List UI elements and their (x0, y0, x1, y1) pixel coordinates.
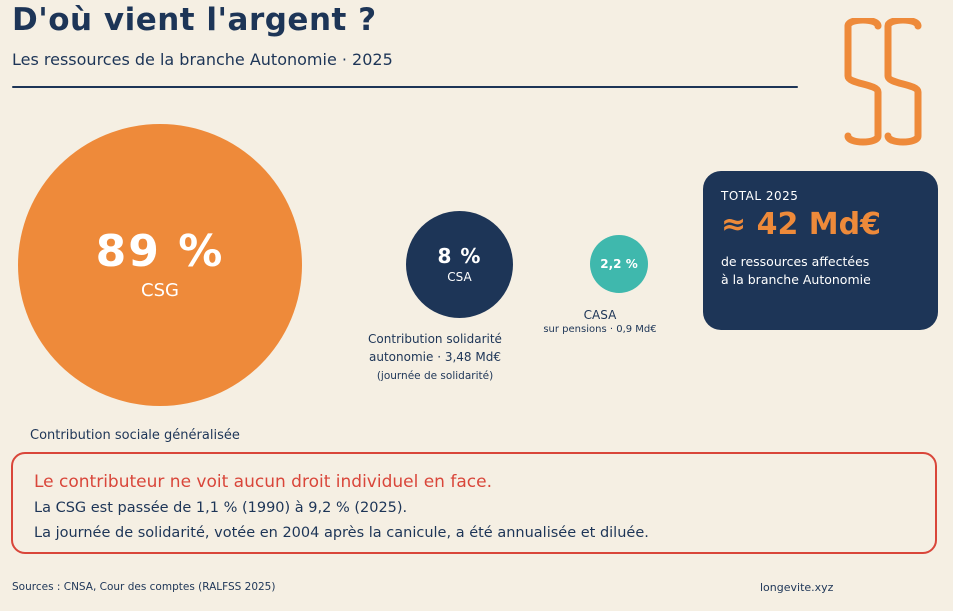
site-link[interactable]: longevite.xyz (760, 581, 834, 594)
casa-description-block: CASA sur pensions · 0,9 Md€ (530, 307, 670, 337)
csa-note: (journée de solidarité) (376, 370, 494, 382)
page-title: D'où vient l'argent ? (12, 2, 377, 38)
callout-line: La CSG est passée de 1,1 % (1990) à 9,2 … (34, 500, 408, 516)
csa-circle: 8 % CSA (406, 211, 513, 318)
total-card: TOTAL 2025 ≈ 42 Md€ de ressources affect… (703, 171, 938, 330)
csa-percent: 8 % (437, 243, 482, 268)
total-label: TOTAL 2025 (721, 189, 799, 203)
total-value: ≈ 42 Md€ (721, 207, 881, 242)
csa-description: Contribution solidarité autonomie · 3,48… (368, 332, 502, 364)
callout-headline: Le contributeur ne voit aucun droit indi… (34, 472, 492, 492)
csg-circle: 89 % CSG (18, 124, 302, 406)
total-description: de ressources affectées à la branche Aut… (721, 254, 871, 287)
stacked-s-logo-icon (844, 18, 922, 146)
casa-description: sur pensions · 0,9 Md€ (543, 324, 657, 335)
title-divider (12, 86, 798, 88)
csa-description-block: Contribution solidarité autonomie · 3,48… (350, 330, 520, 385)
csa-label: CSA (447, 269, 472, 284)
casa-circle: 2,2 % (590, 235, 648, 293)
page-subtitle: Les ressources de la branche Autonomie ·… (12, 50, 393, 69)
callout-line: La journée de solidarité, votée en 2004 … (34, 525, 649, 541)
sources-note: Sources : CNSA, Cour des comptes (RALFSS… (12, 581, 276, 593)
csg-description: Contribution sociale généralisée (30, 428, 240, 443)
csg-percent: 89 % (95, 225, 225, 277)
casa-label: CASA (583, 308, 617, 322)
csg-label: CSG (141, 279, 179, 301)
callout-box: Le contributeur ne voit aucun droit indi… (11, 452, 937, 554)
casa-percent: 2,2 % (600, 257, 638, 271)
